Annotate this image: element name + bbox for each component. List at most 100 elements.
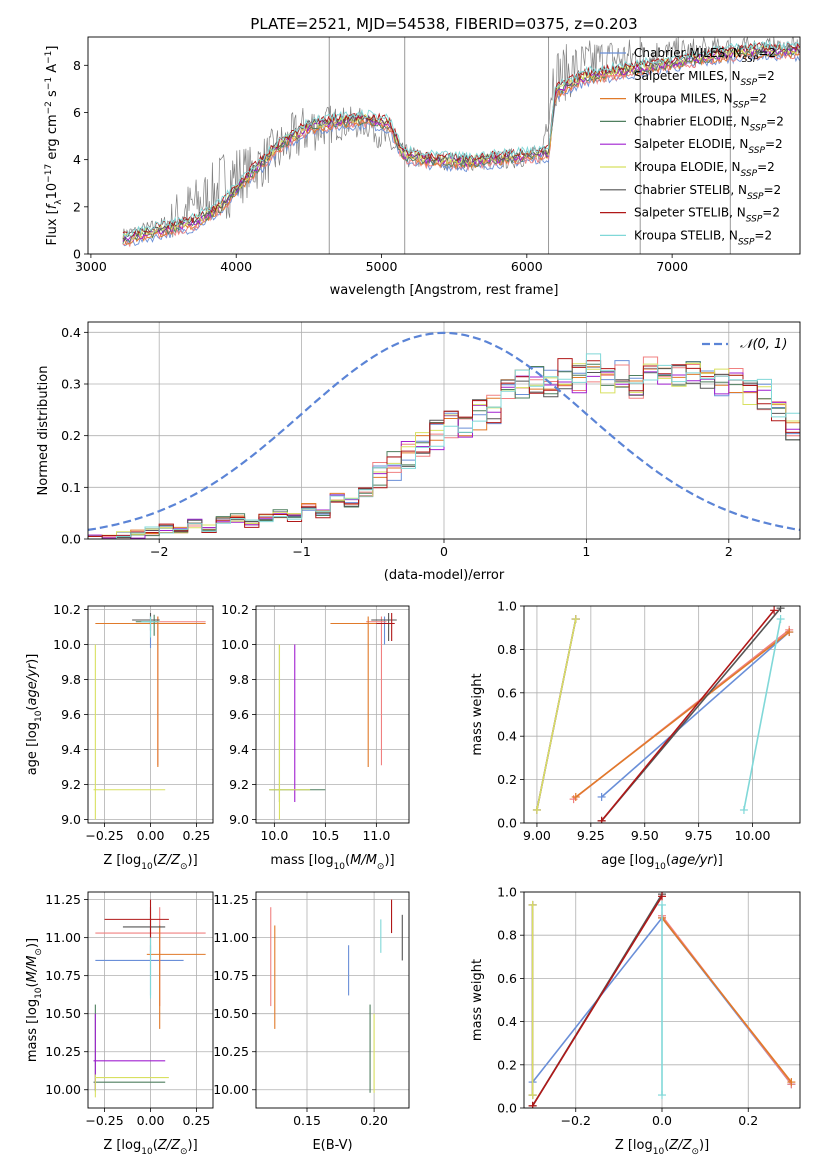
residual-xlabel: (data-model)/error (384, 568, 505, 583)
model-spectrum-6 (122, 42, 800, 241)
y-tick-label: 9.8 (229, 672, 249, 687)
normal-curve (88, 331, 800, 531)
x-tick-label: 2 (725, 544, 733, 559)
spectrum-title: PLATE=2521, MJD=54538, FIBERID=0375, z=0… (250, 15, 637, 33)
y-tick-label: 0.4 (497, 729, 517, 744)
y-tick-label: 0.0 (497, 816, 517, 831)
y-tick-label: 11.25 (213, 892, 249, 907)
axes-mass_vs_Z: −0.25 0.00 0.25 10.00 10.25 10.50 10.75 11.00 11… (45, 892, 213, 1128)
y-tick-label: 9.0 (229, 812, 249, 827)
age_vs_Z-xlabel: Z [log10(Z/Z⊙)] (103, 853, 197, 872)
y-tick-label: 10.0 (221, 637, 249, 652)
x-tick-label: 0.25 (183, 1113, 211, 1128)
y-tick-label: 0.4 (497, 1014, 517, 1029)
y-tick-label: 10.00 (213, 1082, 249, 1097)
x-tick-label: 10.5 (311, 828, 339, 843)
axes-age_vs_Z: −0.25 0.00 0.25 9.0 9.2 9.4 9.6 9.8 10.0 10.2 (53, 602, 213, 843)
y-tick-label: 0.0 (497, 1101, 517, 1116)
x-tick-label: 0.0 (652, 1113, 672, 1128)
x-tick-label: −0.25 (85, 1113, 123, 1128)
axes-frame (87, 605, 214, 824)
y-tick-label: 9.6 (61, 707, 81, 722)
y-tick-label: 10.2 (53, 602, 81, 617)
x-tick-label: 9.00 (523, 828, 551, 843)
residual-histogram-7 (88, 358, 800, 537)
axes-frame (87, 321, 801, 540)
y-tick-label: 0.2 (497, 772, 517, 787)
x-tick-label: −2 (150, 544, 168, 559)
y-tick-label: 10.50 (213, 1006, 249, 1021)
y-tick-label: 11.00 (213, 930, 249, 945)
y-tick-label: 9.4 (229, 742, 249, 757)
y-tick-label: 1.0 (497, 885, 517, 900)
x-tick-label: 0.20 (360, 1113, 388, 1128)
x-tick-label: 6000 (511, 259, 543, 274)
x-tick-label: −1 (292, 544, 310, 559)
weight-line-2 (661, 917, 793, 1083)
x-tick-label: 9.75 (685, 828, 713, 843)
x-tick-label: 10.0 (260, 828, 288, 843)
axes-frame (87, 891, 214, 1109)
y-tick-label: 9.2 (61, 777, 81, 792)
legend-label: Kroupa MILES, NSSP=2 (634, 92, 767, 111)
x-tick-label: 4000 (220, 259, 252, 274)
weight-plot-area (528, 892, 796, 1108)
weight-line-8 (743, 618, 782, 811)
x-tick-label: 9.25 (577, 828, 605, 843)
y-tick-label: 0.3 (61, 377, 81, 392)
mass_vs_Z-xlabel: Z [log10(Z/Z⊙)] (103, 1138, 197, 1157)
y-tick-label: 9.8 (61, 672, 81, 687)
x-tick-label: 9.50 (631, 828, 659, 843)
y-tick-label: 0.8 (497, 928, 517, 943)
axes-frame (87, 36, 801, 255)
weight-line-2 (575, 631, 790, 798)
weight-ylabel: mass weight (470, 959, 485, 1041)
age_vs_Z-ylabel: age [log10(age/yr)] (25, 654, 44, 776)
y-tick-label: 0.1 (61, 480, 81, 495)
y-tick-label: 9.2 (229, 777, 249, 792)
legend-label: Chabrier MILES, NSSP=2 (634, 46, 776, 65)
x-tick-label: 10.00 (735, 828, 771, 843)
y-tick-label: 4 (73, 152, 81, 167)
x-tick-label: 1 (582, 544, 590, 559)
axes-frame (523, 891, 801, 1109)
y-tick-label: 10.00 (45, 1082, 81, 1097)
x-tick-label: 0.15 (293, 1113, 321, 1128)
legend-label: Salpeter STELIB, NSSP=2 (634, 206, 780, 225)
legend-label: Salpeter MILES, NSSP=2 (634, 69, 775, 88)
y-tick-label: 0.2 (61, 428, 81, 443)
model-spectrum-8 (122, 40, 800, 238)
y-tick-label: 0.0 (61, 532, 81, 547)
y-tick-label: 0.8 (497, 642, 517, 657)
normal-legend-label: 𝒩(0, 1) (740, 337, 787, 352)
axes-mass_vs_EBV: 0.15 0.20 10.00 10.25 10.50 10.75 11.00 11.25 (213, 892, 409, 1128)
y-tick-label: 11.00 (45, 930, 81, 945)
axes-weight_vs_Z: −0.2 0.0 0.2 0.0 0.2 0.4 0.6 0.8 1.0 (497, 885, 800, 1128)
y-tick-label: 8 (73, 58, 81, 73)
age_vs_mass-plot-area (269, 613, 397, 820)
mass_vs_Z-plot-area (93, 899, 206, 1098)
y-tick-label: 0.6 (497, 685, 517, 700)
model-spectrum-1 (122, 51, 800, 248)
x-tick-label: −0.25 (85, 828, 123, 843)
legend-label: Kroupa STELIB, NSSP=2 (634, 228, 772, 247)
mass_vs_EBV-xlabel: E(B-V) (312, 1138, 352, 1153)
y-tick-label: 11.25 (45, 892, 81, 907)
y-tick-label: 2 (73, 199, 81, 214)
y-tick-label: 10.2 (221, 602, 249, 617)
residual-plot-area (88, 331, 800, 539)
weight-line-5 (536, 618, 577, 811)
x-tick-label: 11.0 (362, 828, 390, 843)
axes-frame (255, 891, 410, 1109)
residual-histogram-8 (88, 353, 800, 539)
weight-ylabel: mass weight (470, 673, 485, 755)
x-tick-label: −0.2 (561, 1113, 591, 1128)
weight-line-0 (601, 631, 790, 798)
axes-frame (523, 605, 801, 824)
y-tick-label: 9.0 (61, 812, 81, 827)
legend-label: Chabrier ELODIE, NSSP=2 (634, 114, 784, 133)
axes-frame (255, 605, 410, 824)
x-tick-label: 3000 (75, 259, 107, 274)
x-tick-label: 0.00 (137, 1113, 165, 1128)
